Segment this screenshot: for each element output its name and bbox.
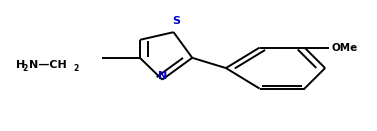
Text: H: H (16, 61, 26, 70)
Text: 2: 2 (74, 64, 79, 73)
Text: OMe: OMe (332, 43, 358, 53)
Text: 2: 2 (22, 64, 27, 73)
Text: N—CH: N—CH (29, 61, 67, 70)
Text: S: S (172, 16, 180, 26)
Text: N: N (158, 71, 167, 81)
